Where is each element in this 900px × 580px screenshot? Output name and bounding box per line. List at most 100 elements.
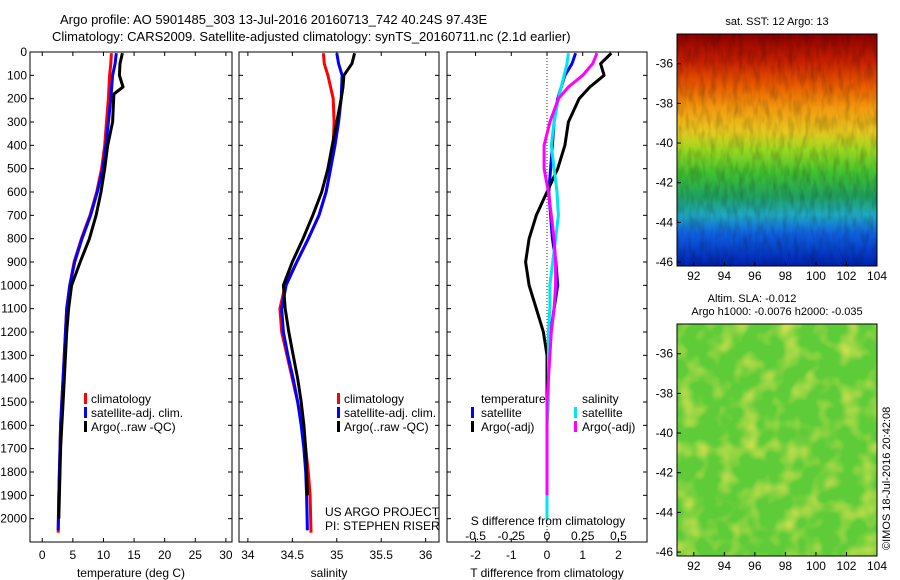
x-tick-label: 30 — [219, 548, 233, 562]
header-line2: Climatology: CARS2009. Satellite-adjuste… — [52, 29, 571, 44]
map-x-tick-label: 100 — [806, 269, 826, 283]
s-diff-tick-label: 0.25 — [571, 529, 595, 543]
depth-tick-label: 100 — [7, 68, 27, 82]
depth-tick-label: 300 — [7, 115, 27, 129]
legend-label-satellite: satellite-adj. clim. — [91, 406, 183, 420]
depth-tick-label: 1100 — [1, 302, 27, 316]
x-tick-label: 36 — [419, 548, 433, 562]
depth-tick-label: 1200 — [0, 325, 27, 339]
sla-map — [676, 323, 878, 557]
temperature-panel-frame — [29, 51, 233, 543]
depth-tick-label: 1000 — [0, 278, 27, 292]
legend-swatch-argo — [84, 421, 87, 432]
watermark: ©IMOS 18-Jul-2016 20:42:08 — [881, 407, 893, 550]
legend-swatch-sal-argo — [574, 421, 577, 432]
legend-head-temperature: temperature — [481, 392, 546, 406]
temperature-series — [56, 52, 125, 533]
legend-swatch-climatology — [84, 393, 87, 404]
map-y-tick-label: -40 — [656, 426, 674, 440]
map-y-tick-label: -38 — [656, 96, 674, 110]
series-line — [56, 53, 118, 531]
x-tick-label: 0 — [39, 548, 46, 562]
map-y-tick-label: -40 — [656, 136, 674, 150]
map-x-tick-label: 96 — [748, 559, 762, 573]
sst-map — [676, 33, 878, 267]
x-tick-label: 25 — [189, 548, 203, 562]
s-difference-label: S difference from climatology — [471, 514, 626, 528]
map-x-tick-label: 102 — [836, 269, 856, 283]
x-tick-label: -1 — [506, 548, 517, 562]
depth-tick-label: 200 — [7, 92, 27, 106]
sst-map-title: sat. SST: 12 Argo: 13 — [725, 16, 828, 28]
legend-label-climatology: climatology — [344, 392, 404, 406]
legend-label-argo: Argo(..raw -QC) — [91, 420, 176, 434]
temperature-xlabel: temperature (deg C) — [77, 566, 185, 580]
map-x-tick-label: 98 — [779, 559, 793, 573]
x-tick-label: 34 — [241, 548, 255, 562]
depth-tick-label: 600 — [7, 185, 27, 199]
legend-label-temp-satellite: satellite — [481, 406, 522, 420]
x-tick-label: 2 — [615, 548, 622, 562]
x-tick-label: 0 — [544, 548, 551, 562]
depth-tick-label: 2000 — [0, 512, 27, 526]
sla-map-axes: 92 94 96 98 100 102 104 -36 -38 -40 -42 -44 -46 — [656, 347, 888, 573]
series-line — [56, 53, 113, 533]
x-tick-label: -2 — [470, 548, 481, 562]
depth-tick-label: 1800 — [0, 465, 27, 479]
x-tick-label: 35.5 — [370, 548, 394, 562]
legend-swatch-temp-argo — [471, 421, 474, 432]
legend-swatch-argo — [337, 421, 340, 432]
depth-tick-label: 1700 — [0, 442, 27, 456]
salinity-x-axis: 34 34.5 35 35.5 36 — [241, 52, 433, 562]
map-x-tick-label: 102 — [836, 559, 856, 573]
x-tick-label: 5 — [70, 548, 77, 562]
legend-label-sal-satellite: satellite — [582, 406, 623, 420]
map-x-tick-label: 94 — [718, 269, 732, 283]
project-label: US ARGO PROJECT — [325, 505, 440, 519]
map-x-tick-label: 104 — [867, 559, 887, 573]
difference-series — [524, 52, 613, 542]
depth-tick-label: 1600 — [0, 418, 27, 432]
temperature-x-axis: 0 5 10 15 20 25 30 — [39, 52, 233, 562]
pi-label: PI: STEPHEN RISER — [325, 519, 440, 533]
x-tick-label: 10 — [97, 548, 111, 562]
sst-map-texture — [677, 34, 877, 266]
map-y-tick-label: -44 — [656, 505, 674, 519]
sla-map-texture — [677, 324, 877, 556]
map-x-tick-label: 94 — [718, 559, 732, 573]
legend-swatch-temp-satellite — [471, 407, 474, 418]
map-y-tick-label: -42 — [656, 466, 674, 480]
depth-axis: 0 100 200 300 400 500 600 700 800 900 1000 1100 1200… — [0, 45, 647, 526]
header-line1: Argo profile: AO 5901485_303 13-Jul-2016… — [60, 12, 488, 27]
legend-head-salinity: salinity — [582, 392, 619, 406]
depth-tick-label: 900 — [7, 255, 27, 269]
legend-swatch-satellite — [84, 407, 87, 418]
sst-map-axes: 92 94 96 98 100 102 104 -36 -38 -40 -42 -44 -46 — [656, 57, 888, 283]
depth-tick-label: 700 — [7, 208, 27, 222]
s-diff-tick-label: 0.5 — [610, 529, 627, 543]
map-x-tick-label: 92 — [687, 559, 701, 573]
legend-label-temp-argo: Argo(-adj) — [481, 420, 534, 434]
map-y-tick-label: -46 — [656, 545, 674, 559]
difference-xlabel: T difference from climatology — [470, 566, 624, 580]
salinity-series — [278, 52, 357, 533]
x-tick-label: 34.5 — [281, 548, 305, 562]
x-tick-label: 1 — [579, 548, 586, 562]
depth-tick-label: 800 — [7, 232, 27, 246]
map-y-tick-label: -44 — [656, 215, 674, 229]
map-y-tick-label: -38 — [656, 386, 674, 400]
series-line — [57, 52, 125, 519]
difference-legend: temperature salinity satellite satellite… — [471, 392, 635, 434]
map-y-tick-label: -36 — [656, 57, 674, 71]
map-x-tick-label: 92 — [687, 269, 701, 283]
map-y-tick-label: -46 — [656, 255, 674, 269]
depth-tick-label: 1300 — [0, 348, 27, 362]
salinity-legend: climatology satellite-adj. clim. Argo(..… — [337, 392, 436, 434]
legend-label-sal-argo: Argo(-adj) — [582, 420, 635, 434]
x-tick-label: 35 — [330, 548, 344, 562]
series-line — [281, 52, 357, 496]
depth-tick-label: 400 — [7, 138, 27, 152]
map-x-tick-label: 100 — [806, 559, 826, 573]
legend-label-climatology: climatology — [91, 392, 151, 406]
